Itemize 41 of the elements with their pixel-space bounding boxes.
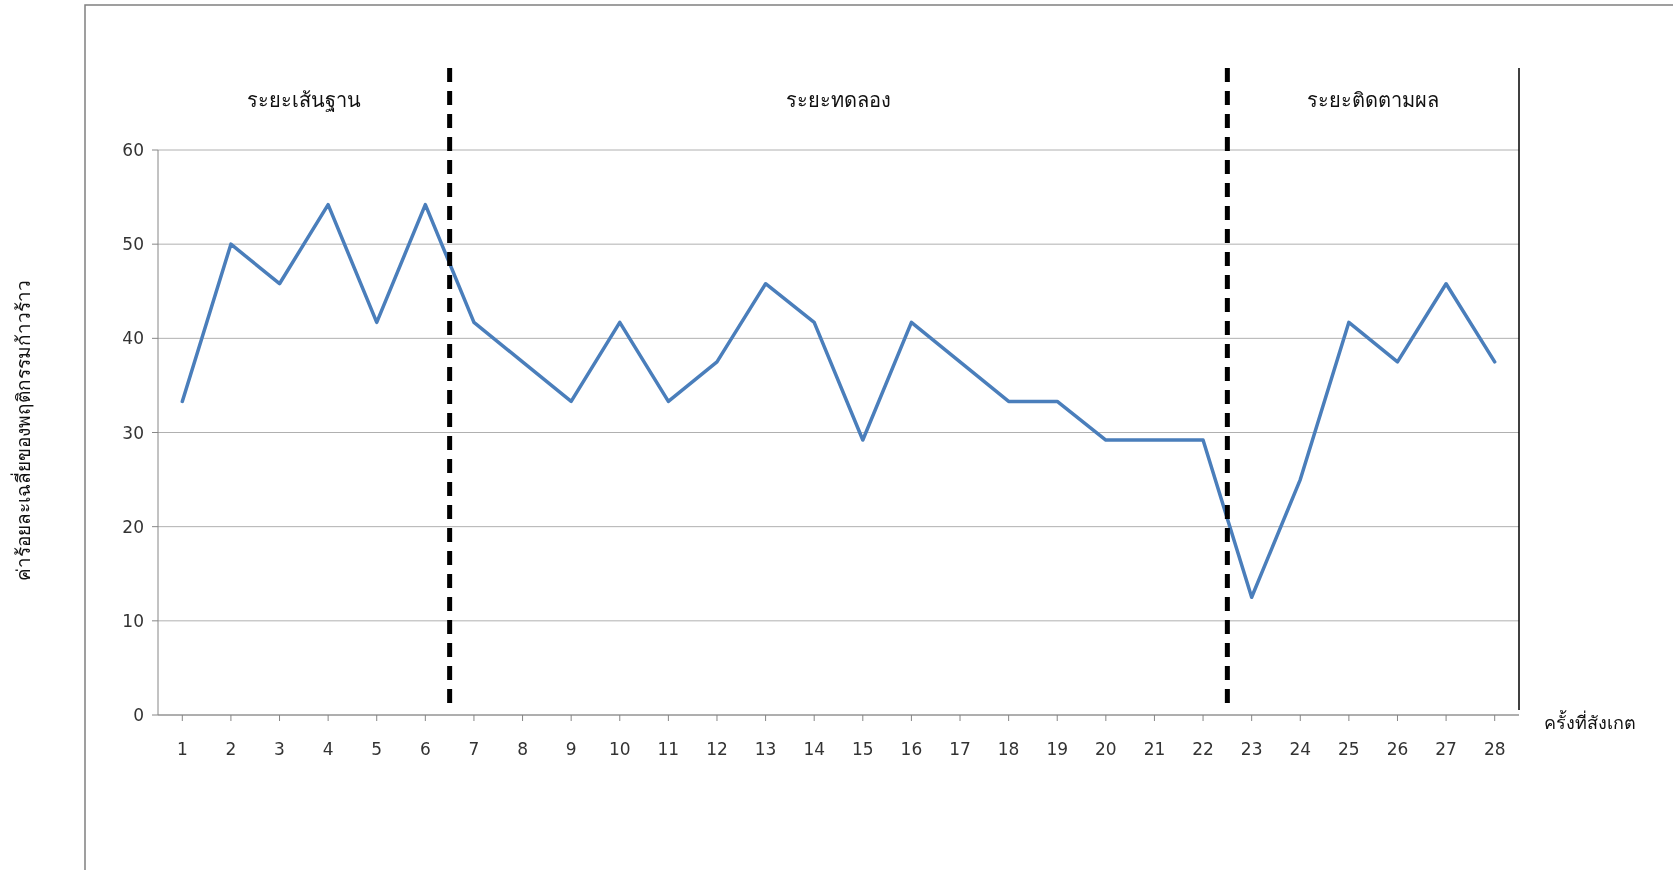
x-tick-label: 21 <box>1143 739 1166 759</box>
y-tick-label: 60 <box>122 140 144 160</box>
x-tick-label: 24 <box>1289 739 1312 759</box>
x-tick-label: 3 <box>274 739 285 759</box>
y-tick-label: 20 <box>122 516 144 537</box>
y-tick-label: 40 <box>122 328 144 349</box>
text: ระยะทดลอง <box>786 88 891 112</box>
y-axis-title: ค่าร้อยละเฉลี่ยของพฤติกรรมก้าวร้าว <box>10 279 34 581</box>
x-tick-label: 2 <box>225 739 237 759</box>
x-tick-label: 25 <box>1338 739 1360 759</box>
x-tick-label: 10 <box>608 739 631 759</box>
x-tick-label: 14 <box>803 739 826 759</box>
x-tick-label: 5 <box>371 739 383 759</box>
x-tick-label: 16 <box>900 739 923 759</box>
x-tick-label: 9 <box>565 739 577 759</box>
x-tick-label: 22 <box>1192 739 1214 759</box>
x-tick-label: 13 <box>754 739 777 759</box>
y-tick-label: 50 <box>122 234 144 255</box>
x-tick-label: 6 <box>419 739 431 759</box>
x-tick-label: 26 <box>1386 739 1409 759</box>
text: ระยะติดตามผล <box>1307 88 1440 112</box>
x-tick-label: 20 <box>1095 739 1117 759</box>
y-tick-label: 0 <box>133 705 144 725</box>
x-tick-label: 23 <box>1240 739 1263 759</box>
x-tick-label: 4 <box>322 739 334 759</box>
x-tick-label: 8 <box>517 739 528 759</box>
line-series <box>180 202 1497 600</box>
x-tick-label: 7 <box>468 739 480 759</box>
x-tick-label: 15 <box>851 739 874 759</box>
x-tick-label: 11 <box>657 739 680 759</box>
x-axis-title: ครั้งที่สังเกต <box>1544 710 1636 733</box>
x-tick-label: 28 <box>1483 739 1506 759</box>
text: ระยะเส้นฐาน <box>246 88 361 112</box>
y-tick-label: 30 <box>122 422 144 443</box>
x-tick-label: 18 <box>997 739 1020 759</box>
x-tick-label: 12 <box>706 739 728 759</box>
x-tick-label: 27 <box>1435 739 1457 759</box>
x-tick-label: 1 <box>176 739 188 759</box>
y-tick-label: 10 <box>122 610 144 631</box>
x-tick-label: 19 <box>1046 739 1069 759</box>
x-tick-label: 17 <box>949 739 971 759</box>
